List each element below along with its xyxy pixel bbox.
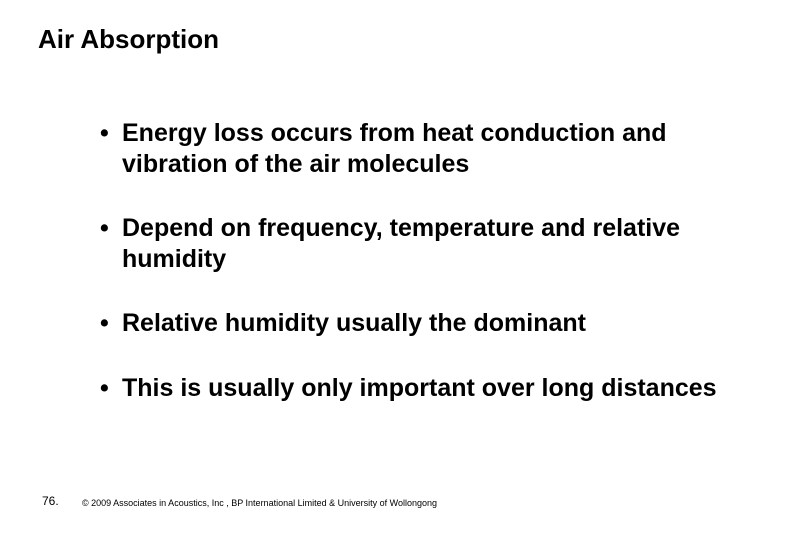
bullet-item: • Relative humidity usually the dominant xyxy=(100,308,740,339)
bullet-marker: • xyxy=(100,118,122,179)
bullet-marker: • xyxy=(100,373,122,404)
bullet-marker: • xyxy=(100,308,122,339)
slide-title: Air Absorption xyxy=(38,24,219,55)
bullet-text: Relative humidity usually the dominant xyxy=(122,308,586,339)
bullet-item: • This is usually only important over lo… xyxy=(100,373,740,404)
bullet-item: • Energy loss occurs from heat conductio… xyxy=(100,118,740,179)
bullet-list: • Energy loss occurs from heat conductio… xyxy=(100,118,740,403)
bullet-text: Energy loss occurs from heat conduction … xyxy=(122,118,740,179)
slide: Air Absorption • Energy loss occurs from… xyxy=(0,0,810,540)
bullet-item: • Depend on frequency, temperature and r… xyxy=(100,213,740,274)
bullet-marker: • xyxy=(100,213,122,274)
bullet-text: Depend on frequency, temperature and rel… xyxy=(122,213,740,274)
bullet-text: This is usually only important over long… xyxy=(122,373,717,404)
page-number: 76. xyxy=(42,494,59,508)
copyright-text: © 2009 Associates in Acoustics, Inc , BP… xyxy=(82,498,437,508)
